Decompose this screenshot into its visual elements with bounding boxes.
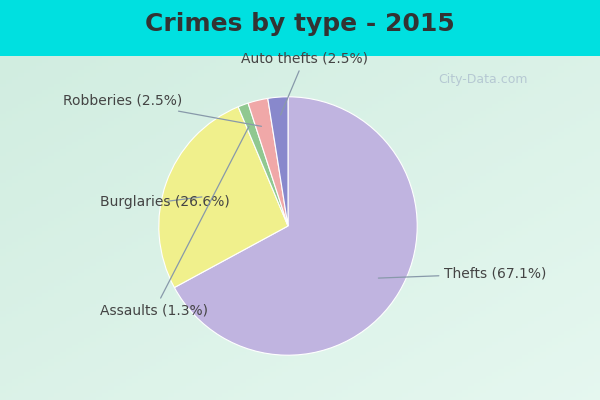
Text: Burglaries (26.6%): Burglaries (26.6%) [100, 194, 230, 208]
Text: Assaults (1.3%): Assaults (1.3%) [100, 126, 249, 317]
Wedge shape [238, 103, 288, 226]
Text: Crimes by type - 2015: Crimes by type - 2015 [145, 12, 455, 36]
Wedge shape [175, 97, 417, 355]
Wedge shape [248, 98, 288, 226]
Text: Auto thefts (2.5%): Auto thefts (2.5%) [241, 52, 368, 115]
Text: Thefts (67.1%): Thefts (67.1%) [379, 266, 547, 281]
Wedge shape [268, 97, 288, 226]
Text: City-Data.com: City-Data.com [438, 74, 527, 86]
Wedge shape [159, 107, 288, 288]
Text: Robberies (2.5%): Robberies (2.5%) [62, 94, 262, 126]
